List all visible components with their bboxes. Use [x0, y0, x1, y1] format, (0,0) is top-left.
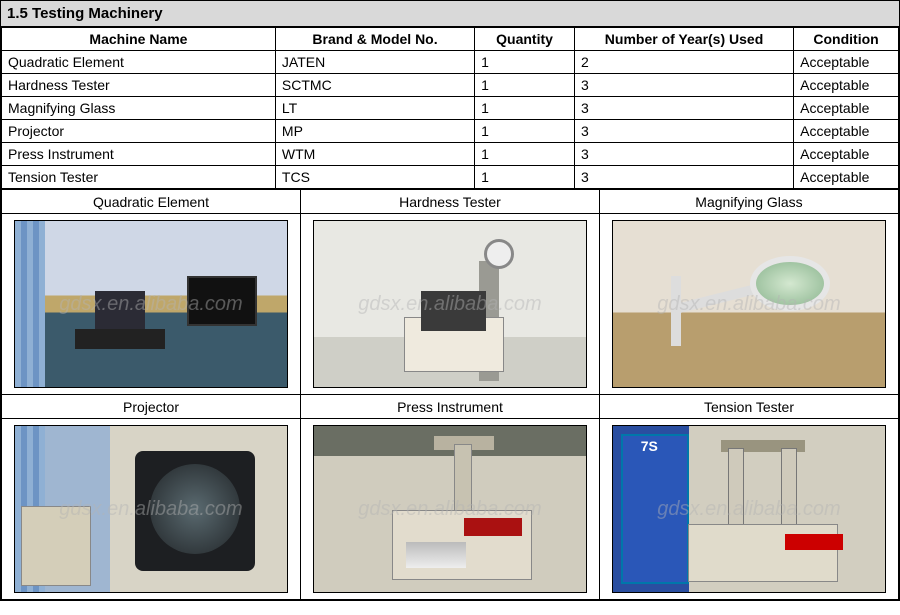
table-row: Quadratic Element JATEN 1 2 Acceptable — [2, 51, 899, 74]
col-header-qty: Quantity — [475, 28, 575, 51]
section-title: 1.5 Testing Machinery — [1, 1, 899, 27]
cell-name: Press Instrument — [2, 143, 276, 166]
table-header-row: Machine Name Brand & Model No. Quantity … — [2, 28, 899, 51]
cell-name: Magnifying Glass — [2, 97, 276, 120]
cell-years: 2 — [574, 51, 793, 74]
col-header-cond: Condition — [794, 28, 899, 51]
cell-cond: Acceptable — [794, 51, 899, 74]
photo-cell-hardness: gdsx.en.alibaba.com — [301, 214, 600, 395]
cell-years: 3 — [574, 166, 793, 189]
photo-row: gdsx.en.alibaba.com gdsx.en.alibaba.com — [2, 419, 899, 600]
photo-label: Quadratic Element — [2, 190, 301, 214]
cell-qty: 1 — [475, 120, 575, 143]
cell-qty: 1 — [475, 51, 575, 74]
cell-brand: JATEN — [275, 51, 474, 74]
cell-cond: Acceptable — [794, 97, 899, 120]
cell-years: 3 — [574, 120, 793, 143]
photo-label-row: Projector Press Instrument Tension Teste… — [2, 395, 899, 419]
photo-cell-projector: gdsx.en.alibaba.com — [2, 419, 301, 600]
document-container: 1.5 Testing Machinery Machine Name Brand… — [0, 0, 900, 601]
cell-years: 3 — [574, 74, 793, 97]
photo-label-row: Quadratic Element Hardness Tester Magnif… — [2, 190, 899, 214]
cell-brand: TCS — [275, 166, 474, 189]
photo-cell-press: gdsx.en.alibaba.com — [301, 419, 600, 600]
photo-press-instrument: gdsx.en.alibaba.com — [313, 425, 588, 593]
col-header-name: Machine Name — [2, 28, 276, 51]
col-header-brand: Brand & Model No. — [275, 28, 474, 51]
cell-years: 3 — [574, 97, 793, 120]
cell-brand: SCTMC — [275, 74, 474, 97]
cell-cond: Acceptable — [794, 120, 899, 143]
photo-label: Tension Tester — [600, 395, 899, 419]
cell-cond: Acceptable — [794, 166, 899, 189]
watermark-text: gdsx.en.alibaba.com — [613, 221, 886, 387]
cell-brand: MP — [275, 120, 474, 143]
photo-cell-quadratic: gdsx.en.alibaba.com — [2, 214, 301, 395]
table-row: Press Instrument WTM 1 3 Acceptable — [2, 143, 899, 166]
machinery-table: Machine Name Brand & Model No. Quantity … — [1, 27, 899, 189]
table-row: Tension Tester TCS 1 3 Acceptable — [2, 166, 899, 189]
cell-name: Projector — [2, 120, 276, 143]
cell-cond: Acceptable — [794, 143, 899, 166]
photo-cell-magnifying: gdsx.en.alibaba.com — [600, 214, 899, 395]
photo-label: Hardness Tester — [301, 190, 600, 214]
cell-cond: Acceptable — [794, 74, 899, 97]
photo-hardness-tester: gdsx.en.alibaba.com — [313, 220, 588, 388]
photo-tension-tester: gdsx.en.alibaba.com — [612, 425, 887, 593]
photo-row: gdsx.en.alibaba.com gdsx.en.alibaba.com — [2, 214, 899, 395]
photo-grid: Quadratic Element Hardness Tester Magnif… — [1, 189, 899, 600]
photo-projector: gdsx.en.alibaba.com — [14, 425, 289, 593]
cell-qty: 1 — [475, 143, 575, 166]
table-row: Magnifying Glass LT 1 3 Acceptable — [2, 97, 899, 120]
photo-magnifying-glass: gdsx.en.alibaba.com — [612, 220, 887, 388]
photo-label: Magnifying Glass — [600, 190, 899, 214]
cell-name: Tension Tester — [2, 166, 276, 189]
table-row: Hardness Tester SCTMC 1 3 Acceptable — [2, 74, 899, 97]
photo-quadratic-element: gdsx.en.alibaba.com — [14, 220, 289, 388]
cell-years: 3 — [574, 143, 793, 166]
photo-label: Press Instrument — [301, 395, 600, 419]
photo-cell-tension: gdsx.en.alibaba.com — [600, 419, 899, 600]
photo-label: Projector — [2, 395, 301, 419]
cell-brand: LT — [275, 97, 474, 120]
cell-qty: 1 — [475, 97, 575, 120]
cell-name: Quadratic Element — [2, 51, 276, 74]
col-header-years: Number of Year(s) Used — [574, 28, 793, 51]
cell-qty: 1 — [475, 166, 575, 189]
table-row: Projector MP 1 3 Acceptable — [2, 120, 899, 143]
cell-qty: 1 — [475, 74, 575, 97]
cell-name: Hardness Tester — [2, 74, 276, 97]
cell-brand: WTM — [275, 143, 474, 166]
